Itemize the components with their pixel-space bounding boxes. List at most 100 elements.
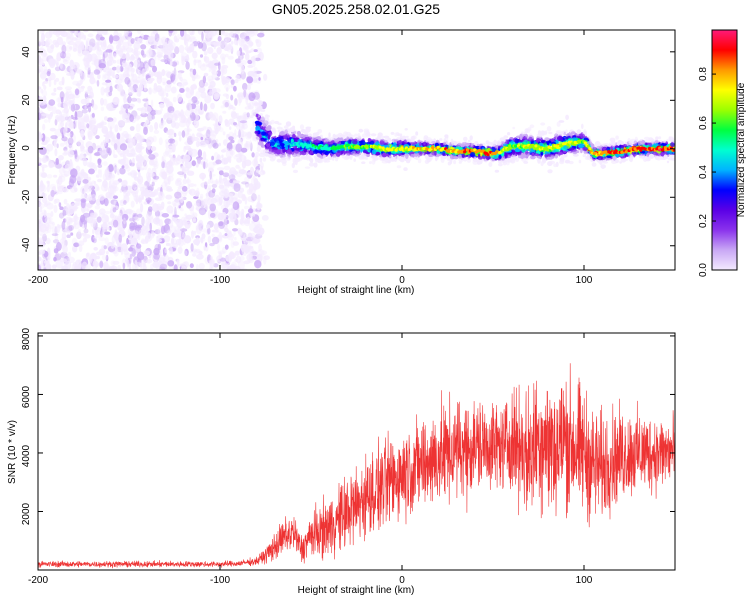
noise-blob bbox=[38, 256, 42, 262]
noise-blob bbox=[207, 235, 212, 244]
spectrogram-panel: -200 -100 0 100 -40 -20 0 20 40 Height o… bbox=[7, 29, 676, 296]
noise-blob bbox=[116, 83, 124, 92]
noise-blob bbox=[41, 209, 47, 216]
noise-blob bbox=[257, 53, 262, 59]
noise-blob bbox=[81, 261, 88, 270]
noise-blob bbox=[48, 221, 54, 230]
noise-blob bbox=[156, 54, 163, 58]
noise-blob bbox=[229, 30, 236, 33]
noise-blob bbox=[189, 106, 193, 116]
noise-blob bbox=[52, 239, 60, 244]
noise-blob bbox=[58, 81, 64, 86]
noise-blob bbox=[183, 235, 192, 244]
noise-blob bbox=[185, 214, 193, 220]
noise-blob bbox=[137, 155, 145, 164]
noise-blob bbox=[50, 211, 54, 218]
noise-blob bbox=[39, 171, 46, 178]
noise-blob bbox=[159, 263, 168, 270]
ridge-blob bbox=[417, 158, 422, 164]
noise-blob bbox=[178, 231, 182, 241]
noise-blob bbox=[228, 156, 232, 164]
noise-blob bbox=[224, 227, 229, 233]
noise-blob bbox=[119, 167, 126, 175]
noise-blob bbox=[84, 61, 90, 69]
noise-blob bbox=[50, 135, 58, 140]
noise-blob bbox=[148, 87, 152, 95]
noise-blob bbox=[167, 201, 172, 205]
noise-blob bbox=[196, 131, 202, 138]
noise-blob bbox=[95, 135, 100, 140]
noise-blob bbox=[173, 132, 177, 138]
noise-blob bbox=[129, 231, 133, 239]
noise-blob bbox=[141, 68, 145, 76]
noise-blob bbox=[246, 112, 250, 118]
noise-blob bbox=[126, 134, 130, 144]
noise-blob bbox=[245, 183, 249, 189]
noise-blob bbox=[203, 245, 206, 251]
noise-blob bbox=[238, 118, 241, 127]
noise-blob bbox=[197, 40, 201, 45]
ridge-blob bbox=[540, 122, 546, 126]
noise-blob bbox=[55, 157, 59, 165]
noise-blob bbox=[125, 108, 129, 114]
noise-blob bbox=[138, 229, 144, 236]
noise-blob bbox=[198, 207, 207, 216]
noise-blob bbox=[63, 198, 68, 205]
noise-blob bbox=[74, 187, 78, 193]
noise-blob bbox=[166, 186, 172, 190]
noise-blob bbox=[246, 76, 254, 84]
noise-blob bbox=[205, 129, 211, 139]
noise-blob bbox=[247, 196, 254, 202]
noise-blob bbox=[130, 78, 134, 82]
noise-blob bbox=[209, 176, 214, 184]
noise-blob bbox=[198, 111, 204, 116]
noise-blob bbox=[241, 60, 247, 65]
noise-blob bbox=[164, 183, 168, 187]
noise-blob bbox=[105, 79, 112, 83]
noise-blob bbox=[197, 30, 203, 35]
noise-blob bbox=[112, 180, 120, 185]
noise-blob bbox=[77, 229, 81, 235]
ridge-blob bbox=[390, 158, 395, 162]
noise-blob bbox=[89, 154, 92, 162]
noise-blob bbox=[263, 255, 270, 260]
noise-blob bbox=[252, 71, 257, 79]
noise-blob bbox=[87, 74, 91, 78]
noise-blob bbox=[192, 216, 197, 224]
noise-blob bbox=[244, 36, 250, 42]
noise-blob bbox=[184, 145, 191, 150]
ridge-blob bbox=[507, 132, 511, 136]
noise-blob bbox=[192, 253, 197, 257]
noise-blob bbox=[147, 214, 154, 220]
noise-blob bbox=[259, 170, 266, 176]
noise-blob bbox=[186, 46, 193, 52]
noise-blob bbox=[39, 203, 45, 209]
noise-blob bbox=[59, 115, 65, 123]
noise-blob bbox=[185, 133, 192, 139]
ridge-blob bbox=[498, 162, 503, 167]
noise-blob bbox=[160, 77, 167, 84]
noise-blob bbox=[247, 105, 254, 110]
noise-blob bbox=[77, 139, 85, 147]
noise-blob bbox=[167, 260, 175, 267]
noise-blob bbox=[227, 193, 234, 198]
noise-blob bbox=[223, 165, 231, 171]
ridge-blob bbox=[260, 109, 266, 112]
noise-blob bbox=[43, 222, 50, 229]
noise-blob bbox=[115, 78, 123, 85]
noise-blob bbox=[136, 243, 142, 249]
noise-blob bbox=[139, 262, 143, 268]
noise-blob bbox=[143, 126, 148, 135]
noise-blob bbox=[204, 95, 212, 104]
noise-blob bbox=[59, 62, 63, 70]
noise-blob bbox=[66, 36, 72, 45]
noise-blob bbox=[236, 112, 239, 116]
noise-blob bbox=[181, 169, 186, 173]
noise-blob bbox=[183, 250, 188, 257]
noise-blob bbox=[123, 200, 127, 205]
ridge-blob bbox=[334, 135, 339, 139]
noise-blob bbox=[103, 161, 108, 166]
noise-blob bbox=[181, 185, 188, 192]
noise-blob bbox=[172, 214, 180, 218]
noise-blob bbox=[193, 195, 199, 200]
